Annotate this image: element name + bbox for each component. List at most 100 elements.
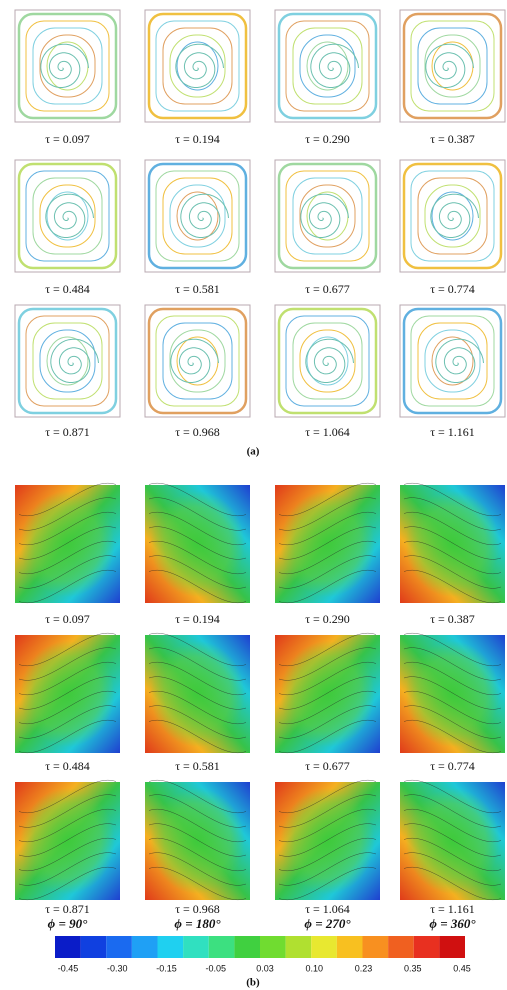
contour-line bbox=[278, 808, 377, 843]
streamline bbox=[277, 162, 378, 270]
contour-line bbox=[403, 690, 502, 725]
contour-core bbox=[145, 485, 250, 603]
streamline bbox=[417, 27, 488, 105]
streamline-plot bbox=[399, 159, 506, 273]
colorbar-swatch bbox=[183, 936, 209, 958]
contour-plot bbox=[15, 632, 120, 754]
contour-line bbox=[148, 705, 247, 739]
streamline bbox=[285, 170, 370, 262]
streamline bbox=[285, 315, 370, 407]
streamline bbox=[417, 177, 488, 255]
streamline-plot bbox=[144, 304, 251, 418]
streamline bbox=[176, 191, 219, 241]
colorbar-swatch bbox=[208, 936, 235, 958]
contour-line bbox=[278, 569, 377, 604]
streamline bbox=[162, 27, 233, 105]
colorbar-tick-label: 0.35 bbox=[404, 963, 422, 973]
time-label: τ = 1.161 bbox=[430, 425, 475, 439]
streamline bbox=[39, 184, 96, 248]
contour-line bbox=[148, 511, 247, 546]
streamline bbox=[147, 162, 248, 270]
streamline bbox=[169, 329, 226, 393]
time-label: τ = 0.677 bbox=[305, 282, 350, 296]
contour-line bbox=[18, 632, 117, 667]
contour-line bbox=[18, 540, 117, 575]
contour-line bbox=[403, 647, 502, 681]
streamline bbox=[292, 177, 363, 255]
streamline-plot bbox=[14, 159, 121, 273]
contour-line bbox=[278, 555, 377, 589]
streamline bbox=[155, 170, 240, 262]
time-label: τ = 0.774 bbox=[430, 282, 475, 296]
contour-core bbox=[145, 635, 250, 753]
contour-line bbox=[278, 526, 377, 560]
colorbar-swatch bbox=[131, 936, 158, 958]
contour-line bbox=[403, 852, 502, 886]
time-label: τ = 0.194 bbox=[175, 612, 220, 626]
contour-line bbox=[278, 497, 377, 531]
time-label: τ = 0.581 bbox=[175, 282, 220, 296]
colorbar-swatch bbox=[234, 936, 260, 958]
streamline bbox=[155, 20, 240, 112]
contour-line bbox=[148, 823, 247, 857]
streamline bbox=[306, 41, 349, 91]
streamline bbox=[46, 191, 89, 241]
contour-line bbox=[278, 779, 377, 814]
contour-line bbox=[148, 837, 247, 872]
time-label: τ = 0.290 bbox=[305, 132, 350, 146]
streamline bbox=[299, 184, 356, 248]
contour-line bbox=[403, 808, 502, 843]
contour-core bbox=[15, 635, 120, 753]
contour-line bbox=[278, 676, 377, 710]
time-label: τ = 0.581 bbox=[175, 759, 220, 773]
contour-line bbox=[148, 852, 247, 886]
contour-line bbox=[278, 719, 377, 754]
streamline bbox=[25, 315, 110, 407]
contour-line bbox=[403, 482, 502, 517]
caption-a: (a) bbox=[247, 446, 260, 458]
contour-plot bbox=[145, 482, 250, 604]
contour-line bbox=[148, 676, 247, 710]
streamline bbox=[417, 322, 488, 400]
streamline bbox=[410, 170, 495, 262]
streamline bbox=[17, 12, 118, 120]
contour-core bbox=[275, 782, 380, 900]
contour-plot bbox=[145, 779, 250, 901]
streamline-spiral bbox=[305, 338, 354, 383]
contour-plot bbox=[15, 779, 120, 901]
time-label: τ = 0.097 bbox=[45, 132, 90, 146]
streamline bbox=[299, 329, 356, 393]
contour-line bbox=[403, 497, 502, 531]
streamline bbox=[424, 184, 481, 248]
contour-line bbox=[18, 482, 117, 517]
colorbar-tick-label: 0.10 bbox=[305, 963, 323, 973]
contour-core bbox=[15, 782, 120, 900]
contour-line bbox=[18, 569, 117, 604]
contour-line bbox=[278, 661, 377, 696]
phase-label: ϕ = 360° bbox=[429, 916, 476, 931]
contour-line bbox=[148, 794, 247, 828]
streamline-plot bbox=[399, 304, 506, 418]
streamline bbox=[292, 322, 363, 400]
contour-line bbox=[403, 555, 502, 589]
time-label: τ = 0.290 bbox=[305, 612, 350, 626]
streamline-plot bbox=[399, 9, 506, 123]
contour-line bbox=[18, 852, 117, 886]
contour-line bbox=[148, 526, 247, 560]
streamline-plot bbox=[144, 9, 251, 123]
streamline bbox=[147, 307, 248, 415]
contour-line bbox=[148, 569, 247, 604]
time-label: τ = 1.064 bbox=[305, 902, 350, 916]
streamline bbox=[17, 307, 118, 415]
contour-line bbox=[148, 808, 247, 843]
contour-line bbox=[148, 555, 247, 589]
contour-line bbox=[278, 852, 377, 886]
streamline bbox=[410, 315, 495, 407]
time-label: τ = 0.968 bbox=[175, 425, 220, 439]
colorbar-tick-label: 0.45 bbox=[453, 963, 471, 973]
streamline bbox=[402, 12, 503, 120]
time-label: τ = 0.387 bbox=[430, 132, 475, 146]
streamline bbox=[46, 336, 89, 386]
streamline bbox=[32, 322, 103, 400]
colorbar-swatch bbox=[285, 936, 312, 958]
